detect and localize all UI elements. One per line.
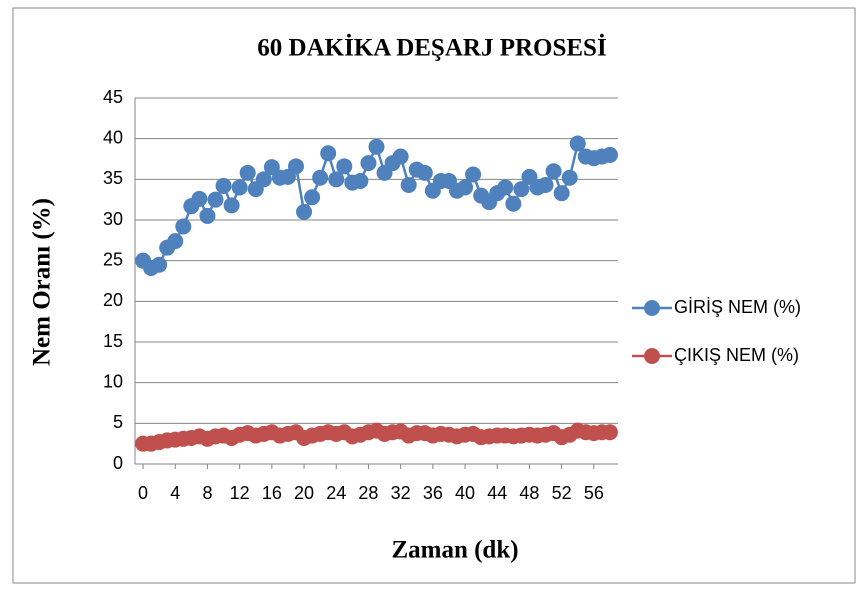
series-marker [320,145,337,162]
series-marker [167,233,184,250]
series-marker [416,164,433,181]
series-marker [304,189,321,206]
series-marker [328,171,345,188]
x-tick-label: 36 [423,483,443,503]
series-marker [175,218,192,235]
x-tick-label: 28 [358,483,378,503]
series-marker [223,197,240,214]
series-marker [360,155,377,172]
x-tick-label: 20 [294,483,314,503]
series-marker [312,169,329,186]
y-tick-label: 35 [103,168,123,188]
series-marker [497,179,514,196]
y-tick-label: 25 [103,249,123,269]
series-marker [231,179,248,196]
x-tick-label: 12 [230,483,250,503]
series-marker [239,164,256,181]
series-marker [296,203,313,220]
series-marker [601,146,618,163]
series-marker [255,171,272,188]
y-tick-label: 5 [113,412,123,432]
series-marker [457,179,474,196]
series-marker [207,191,224,208]
series-marker [400,177,417,194]
series-marker [601,424,618,441]
series-marker [521,168,538,185]
x-axis-label: Zaman (dk) [391,537,518,564]
y-axis-label: Nem Oranı (%) [29,198,56,366]
series-marker [352,172,369,189]
legend-marker [644,300,660,316]
chart-border [12,7,856,584]
legend-label: ÇIKIŞ NEM (%) [674,345,799,365]
series-marker [288,158,304,175]
series-marker [537,177,554,194]
x-tick-label: 16 [262,483,282,503]
series-marker [561,169,578,186]
x-tick-label: 32 [391,483,411,503]
series-marker [191,190,208,207]
x-tick-label: 4 [170,483,180,503]
series-marker [151,256,168,273]
y-tick-label: 0 [113,453,123,473]
series-marker [368,138,385,155]
chart-title: 60 DAKİKA DEŞARJ PROSESİ [257,34,606,62]
series-marker [215,177,232,194]
x-tick-label: 40 [455,483,475,503]
x-tick-label: 8 [202,483,212,503]
series-marker [263,159,280,176]
y-tick-label: 10 [103,371,123,391]
series-marker [553,185,570,202]
series-marker [199,207,216,224]
y-tick-label: 20 [103,290,123,310]
y-tick-label: 40 [103,127,123,147]
series-marker [545,163,562,180]
x-tick-label: 48 [519,483,539,503]
legend-label: GİRİŞ NEM (%) [674,297,801,317]
series-marker [513,181,530,198]
x-tick-label: 0 [138,483,148,503]
series-marker [392,148,409,165]
series-marker [505,195,522,212]
series-marker [569,135,586,152]
series-marker [336,158,353,175]
y-tick-label: 15 [103,331,123,351]
x-tick-label: 52 [552,483,572,503]
x-tick-label: 56 [584,483,604,503]
legend-marker [644,348,660,364]
x-tick-label: 44 [487,483,507,503]
series-marker [465,166,482,183]
y-tick-label: 45 [103,87,123,107]
x-tick-label: 24 [326,483,346,503]
series-marker [279,168,296,185]
y-tick-label: 30 [103,209,123,229]
